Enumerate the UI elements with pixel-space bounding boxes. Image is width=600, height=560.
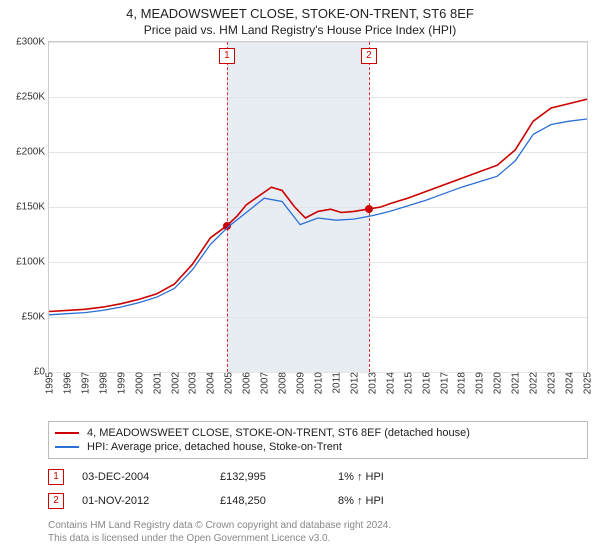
- legend-label: 4, MEADOWSWEET CLOSE, STOKE-ON-TRENT, ST…: [87, 427, 470, 439]
- legend-label: HPI: Average price, detached house, Stok…: [87, 441, 342, 453]
- legend-swatch: [55, 446, 79, 448]
- x-tick-label: 2010: [312, 372, 325, 394]
- y-tick-label: £250K: [16, 92, 49, 103]
- transaction-price: £132,995: [220, 471, 320, 483]
- x-tick-label: 2003: [186, 372, 199, 394]
- transaction-date: 03-DEC-2004: [82, 471, 202, 483]
- x-tick-label: 2022: [527, 372, 540, 394]
- x-tick-label: 2020: [491, 372, 504, 394]
- y-tick-label: £50K: [22, 312, 49, 323]
- x-tick-label: 2000: [132, 372, 145, 394]
- x-tick-label: 2006: [240, 372, 253, 394]
- x-tick-label: 2005: [222, 372, 235, 394]
- chart-area: £0£50K£100K£150K£200K£250K£300K199519961…: [48, 41, 588, 373]
- x-tick-label: 2002: [168, 372, 181, 394]
- x-tick-label: 2004: [204, 372, 217, 394]
- series-hpi: [49, 119, 587, 315]
- chart-subtitle: Price paid vs. HM Land Registry's House …: [0, 21, 600, 41]
- chart-title: 4, MEADOWSWEET CLOSE, STOKE-ON-TRENT, ST…: [0, 0, 600, 21]
- x-tick-label: 2021: [509, 372, 522, 394]
- x-tick-label: 2023: [545, 372, 558, 394]
- series-property: [49, 99, 587, 311]
- footer-line: Contains HM Land Registry data © Crown c…: [48, 519, 588, 532]
- y-tick-label: £100K: [16, 257, 49, 268]
- y-tick-label: £200K: [16, 147, 49, 158]
- transactions: 1 03-DEC-2004 £132,995 1% ↑ HPI 2 01-NOV…: [48, 465, 588, 513]
- x-tick-label: 2019: [473, 372, 486, 394]
- transaction-row: 2 01-NOV-2012 £148,250 8% ↑ HPI: [48, 489, 588, 513]
- x-tick-label: 1995: [43, 372, 56, 394]
- x-tick-label: 1996: [60, 372, 73, 394]
- x-tick-label: 2011: [329, 372, 342, 394]
- x-tick-label: 1999: [114, 372, 127, 394]
- x-tick-label: 2007: [258, 372, 271, 394]
- transaction-row: 1 03-DEC-2004 £132,995 1% ↑ HPI: [48, 465, 588, 489]
- y-tick-label: £150K: [16, 202, 49, 213]
- chart-lines: [49, 42, 587, 372]
- x-tick-label: 1998: [96, 372, 109, 394]
- x-tick-label: 2009: [294, 372, 307, 394]
- x-tick-label: 2008: [276, 372, 289, 394]
- x-tick-label: 2016: [419, 372, 432, 394]
- x-tick-label: 2012: [347, 372, 360, 394]
- legend-item: HPI: Average price, detached house, Stok…: [55, 440, 581, 454]
- y-tick-label: £300K: [16, 37, 49, 48]
- footer-line: This data is licensed under the Open Gov…: [48, 532, 588, 545]
- x-tick-label: 2001: [150, 372, 163, 394]
- legend-item: 4, MEADOWSWEET CLOSE, STOKE-ON-TRENT, ST…: [55, 426, 581, 440]
- x-tick-label: 2025: [581, 372, 594, 394]
- transaction-marker-icon: 2: [48, 493, 64, 509]
- footer: Contains HM Land Registry data © Crown c…: [48, 519, 588, 545]
- x-tick-label: 2017: [437, 372, 450, 394]
- transaction-price: £148,250: [220, 495, 320, 507]
- x-tick-label: 1997: [78, 372, 91, 394]
- x-tick-label: 2015: [401, 372, 414, 394]
- x-tick-label: 2013: [365, 372, 378, 394]
- x-tick-label: 2024: [563, 372, 576, 394]
- legend: 4, MEADOWSWEET CLOSE, STOKE-ON-TRENT, ST…: [48, 421, 588, 459]
- transaction-date: 01-NOV-2012: [82, 495, 202, 507]
- x-tick-label: 2018: [455, 372, 468, 394]
- legend-swatch: [55, 432, 79, 434]
- transaction-pct: 1% ↑ HPI: [338, 471, 384, 483]
- x-tick-label: 2014: [383, 372, 396, 394]
- transaction-marker-icon: 1: [48, 469, 64, 485]
- page: 4, MEADOWSWEET CLOSE, STOKE-ON-TRENT, ST…: [0, 0, 600, 560]
- transaction-pct: 8% ↑ HPI: [338, 495, 384, 507]
